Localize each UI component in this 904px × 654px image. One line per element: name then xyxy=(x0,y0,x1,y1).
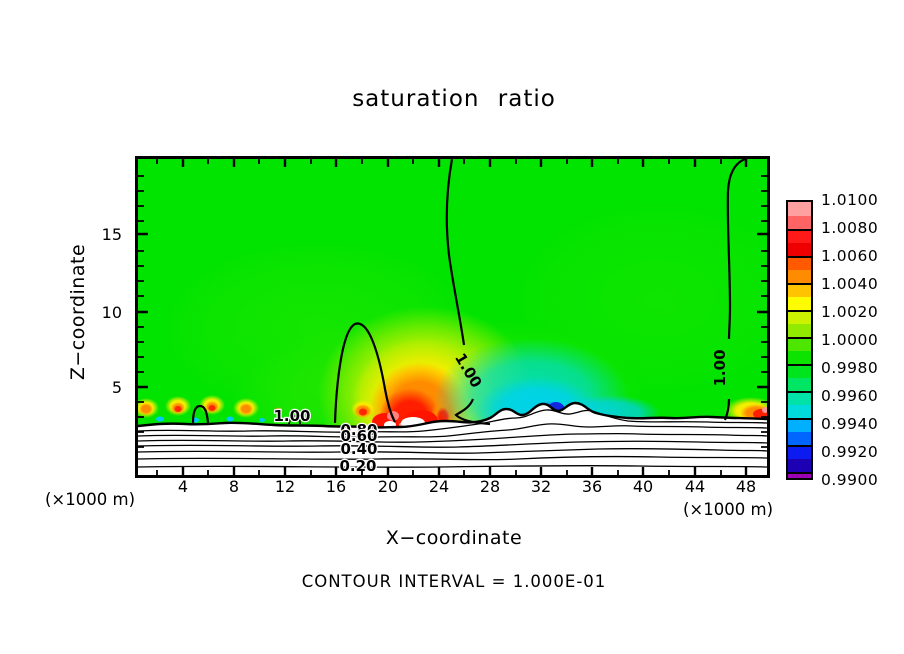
x-tick-label: 16 xyxy=(325,477,347,496)
colorbar-cell xyxy=(788,337,811,351)
x-axis-tick-labels: 4 8 12 16 20 24 28 32 36 40 44 48 xyxy=(0,477,904,497)
colorbar-tick-label: 1.0020 xyxy=(821,303,879,321)
colorbar-cell xyxy=(788,283,811,297)
x-axis-major-ticks-bottom xyxy=(181,467,748,475)
contour-lines-subsaturated xyxy=(138,409,767,468)
x-tick-label: 12 xyxy=(274,477,296,496)
colorbar-cell xyxy=(788,323,811,337)
colorbar-cell-underflow xyxy=(788,472,811,478)
x-tick-label: 32 xyxy=(530,477,552,496)
colorbar-tick-label: 0.9940 xyxy=(821,415,879,433)
colorbar-cell xyxy=(788,458,811,472)
z-axis-major-ticks-right xyxy=(757,232,767,389)
plot-area: 1.00 0.80 0.60 0.40 0.20 1.00 1.00 xyxy=(135,156,770,478)
y-tick-label-10: 10 xyxy=(101,303,122,322)
x-tick-label: 36 xyxy=(581,477,603,496)
z-axis-minor-ticks-left xyxy=(138,175,144,448)
colorbar-tick-label: 1.0060 xyxy=(821,247,879,265)
z-axis-minor-ticks-right xyxy=(761,175,767,448)
colorbar-tick-label: 0.9900 xyxy=(821,471,879,489)
z-axis-major-ticks-left xyxy=(138,232,148,389)
chart-title: saturation ratio xyxy=(352,86,556,112)
colorbar-cell xyxy=(788,202,811,216)
x-tick-label: 20 xyxy=(377,477,399,496)
axis-ticks xyxy=(138,159,767,475)
colorbar-cell xyxy=(788,215,811,229)
x-axis-major-ticks-top xyxy=(181,159,748,167)
colorbar-cell xyxy=(788,310,811,324)
colorbar-tick-label: 1.0000 xyxy=(821,331,879,349)
colorbar-cell xyxy=(788,418,811,432)
y-axis-title: Z−coordinate xyxy=(67,243,89,381)
colorbar-cell xyxy=(788,431,811,445)
colorbar-cell xyxy=(788,242,811,256)
colorbar-tick-label: 0.9920 xyxy=(821,443,879,461)
colorbar-tick-label: 1.0080 xyxy=(821,219,879,237)
colorbar xyxy=(786,200,813,480)
colorbar-cell xyxy=(788,377,811,391)
x-axis-minor-ticks-bottom xyxy=(156,470,722,475)
contour-label-1.00-vertical: 1.00 xyxy=(711,349,729,386)
colorbar-cell xyxy=(788,364,811,378)
contour-label-0.40: 0.40 xyxy=(340,440,377,458)
x-tick-label: 24 xyxy=(428,477,450,496)
colorbar-cell xyxy=(788,391,811,405)
x-axis-units: (×1000 m) xyxy=(683,500,774,519)
colorbar-cell xyxy=(788,350,811,364)
x-tick-label: 44 xyxy=(684,477,706,496)
contour-interval-note: CONTOUR INTERVAL = 1.000E-01 xyxy=(301,572,607,591)
contour-plot-svg: 1.00 0.80 0.60 0.40 0.20 1.00 1.00 xyxy=(138,159,767,475)
contour-label-0.80: 0.80 xyxy=(340,421,377,439)
colorbar-cell xyxy=(788,229,811,243)
colorbar-cell xyxy=(788,296,811,310)
y-tick-label-5: 5 xyxy=(111,378,122,397)
y-tick-label-15: 15 xyxy=(101,225,122,244)
z-axis-units: (×1000 m) xyxy=(45,490,136,509)
colorbar-cell xyxy=(788,445,811,459)
contour-line-1.00 xyxy=(138,159,767,429)
colorbar-cell xyxy=(788,404,811,418)
x-tick-label: 48 xyxy=(735,477,757,496)
contour-label-0.60: 0.60 xyxy=(340,427,377,445)
colorbar-tick-label: 0.9980 xyxy=(821,359,879,377)
contour-label-0.20: 0.20 xyxy=(339,457,376,475)
x-tick-label: 28 xyxy=(479,477,501,496)
colorbar-tick-label: 1.0040 xyxy=(821,275,879,293)
x-axis-minor-ticks-top xyxy=(156,159,722,164)
colorbar-cell xyxy=(788,256,811,270)
x-tick-label: 4 xyxy=(177,477,189,496)
colorbar-cell xyxy=(788,269,811,283)
contour-label-1.00-horizontal: 1.00 xyxy=(273,407,310,425)
x-tick-label: 8 xyxy=(228,477,240,496)
x-tick-label: 40 xyxy=(632,477,654,496)
colorbar-tick-label: 0.9960 xyxy=(821,387,879,405)
x-axis-title: X−coordinate xyxy=(385,527,523,549)
colorbar-tick-label: 1.0100 xyxy=(821,191,879,209)
